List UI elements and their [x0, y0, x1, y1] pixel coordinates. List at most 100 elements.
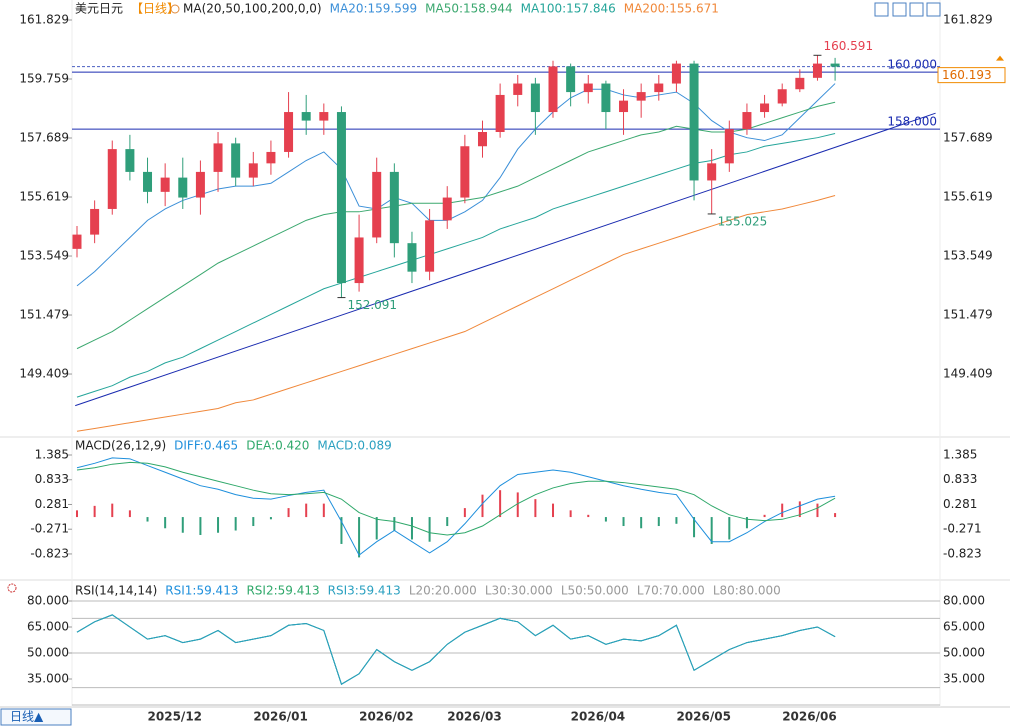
- y-tick-label: 35.000: [943, 671, 985, 685]
- macd-bar: [763, 514, 766, 518]
- y-tick-label: 0.281: [943, 497, 977, 511]
- candle-body: [90, 208, 100, 235]
- y-tick-label: 149.409: [943, 367, 993, 381]
- macd-bar: [499, 490, 502, 518]
- y-tick-label: -0.271: [30, 522, 69, 536]
- legend-item: MACD(26,12,9): [75, 439, 166, 453]
- macd-bar: [640, 517, 643, 529]
- y-tick-label: 151.479: [943, 308, 993, 322]
- x-tick-label: 2026/05: [676, 710, 730, 724]
- macd-bar: [463, 508, 466, 518]
- ma-line: [76, 195, 836, 432]
- macd-bar: [393, 517, 396, 531]
- candle-body: [372, 171, 382, 238]
- x-tick-label: 2026/06: [782, 710, 836, 724]
- candle-body: [477, 131, 487, 147]
- legend-item: L30:30.000: [485, 584, 553, 598]
- candle-body: [742, 112, 752, 130]
- macd-bar: [410, 517, 413, 540]
- y-tick-label: -0.823: [30, 546, 69, 560]
- macd-bar: [569, 510, 572, 518]
- icon[interactable]: [909, 2, 924, 17]
- last-price-label: 160.193: [942, 68, 992, 82]
- x-tick-label: 2026/04: [571, 710, 625, 724]
- period-button-label[interactable]: 日线▲: [10, 710, 44, 724]
- macd-line: [76, 461, 836, 536]
- legend-item: MA200:155.671: [624, 2, 719, 16]
- macd-bar: [534, 499, 537, 518]
- candle-body: [566, 66, 576, 93]
- candle-body: [160, 177, 170, 192]
- candle-body: [795, 77, 805, 90]
- x-tick-label: 2026/01: [253, 710, 307, 724]
- last-price-arrow: [996, 55, 1004, 61]
- macd-bar: [358, 517, 361, 558]
- last-price-box: [937, 67, 1006, 84]
- legend-item: MA50:158.944: [425, 2, 513, 16]
- candle-body: [178, 177, 188, 198]
- settings-icon[interactable]: [170, 4, 180, 14]
- legend-item: RSI3:59.413: [328, 584, 401, 598]
- candle-body: [336, 112, 346, 284]
- macd-bar: [234, 517, 237, 531]
- legend-item: L20:20.000: [409, 584, 477, 598]
- candle-body: [354, 237, 364, 284]
- legend-item: MA100:157.846: [521, 2, 616, 16]
- macd-bar: [76, 510, 78, 518]
- y-tick-label: 1.385: [35, 448, 69, 462]
- macd-bar: [781, 503, 784, 518]
- icon[interactable]: [892, 2, 907, 17]
- candle-body: [407, 243, 417, 272]
- x-tick-label: 2026/02: [359, 710, 413, 724]
- macd-bar: [710, 517, 713, 544]
- ma-line: [76, 133, 836, 398]
- candle-body: [425, 220, 435, 272]
- candle-body: [601, 83, 611, 113]
- candle-body: [671, 63, 681, 84]
- legend-item: RSI2:59.413: [246, 584, 319, 598]
- settings-icon[interactable]: [7, 583, 17, 593]
- candle-body: [213, 143, 223, 172]
- candle-body: [689, 63, 699, 181]
- y-tick-label: 155.619: [943, 190, 993, 204]
- y-tick-label: 0.281: [35, 497, 69, 511]
- candle-body: [548, 66, 558, 113]
- candle-body: [619, 100, 629, 113]
- macd-bar: [481, 494, 484, 518]
- x-tick-label: 2025/12: [148, 710, 202, 724]
- macd-bar: [552, 503, 555, 518]
- toolbar-icons[interactable]: [874, 2, 941, 17]
- candle-body: [248, 163, 258, 178]
- extreme-label: 160.591: [823, 39, 873, 53]
- candle-body: [389, 171, 399, 244]
- y-tick-label: 149.409: [19, 367, 69, 381]
- candle-body: [495, 94, 505, 132]
- candle-body: [812, 63, 822, 78]
- legend-item: L50:50.000: [561, 584, 629, 598]
- rsi-line: [76, 614, 836, 685]
- icon[interactable]: [926, 2, 941, 17]
- macd-bar: [111, 503, 114, 518]
- y-tick-label: 0.833: [943, 472, 977, 486]
- macd-bar: [446, 517, 449, 527]
- macd-bar: [657, 517, 660, 527]
- candle-body: [442, 197, 452, 221]
- macd-bar: [322, 503, 325, 518]
- y-tick-label: 80.000: [27, 593, 69, 607]
- candle-body: [460, 146, 470, 198]
- period-button[interactable]: [0, 708, 72, 726]
- y-tick-label: -0.823: [943, 546, 982, 560]
- y-tick-label: 151.479: [19, 308, 69, 322]
- icon[interactable]: [874, 2, 889, 17]
- macd-bar: [128, 510, 131, 518]
- legend-item: DIFF:0.465: [174, 439, 238, 453]
- y-tick-label: 0.833: [35, 472, 69, 486]
- y-tick-label: 50.000: [27, 645, 69, 659]
- legend-item: DEA:0.420: [246, 439, 309, 453]
- candle-body: [777, 89, 787, 104]
- y-tick-label: 153.549: [19, 249, 69, 263]
- legend-item: 美元日元: [75, 2, 123, 16]
- macd-line: [76, 457, 836, 556]
